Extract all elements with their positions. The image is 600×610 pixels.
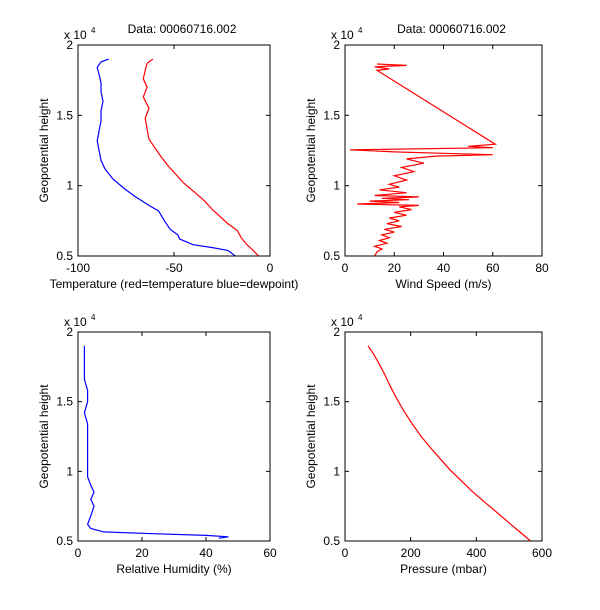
x-tick-label: 0 (75, 546, 82, 560)
y-tick-label: 0.5 (323, 534, 340, 548)
x-tick-label: 40 (199, 546, 213, 560)
y-tick-label: 0.5 (56, 534, 73, 548)
chart-title: Data: 00060716.002 (397, 22, 506, 36)
y-exponent-label: 4 (358, 313, 363, 322)
y-axis-label: Geopotential height (37, 98, 51, 203)
axes-frame (77, 331, 271, 542)
y-tick-label: 2 (333, 38, 340, 52)
y-exponent-label: 4 (91, 313, 96, 322)
y-multiplier-label: x 10 (331, 315, 354, 329)
y-tick-label: 1 (333, 179, 340, 193)
y-tick-label: 1.5 (56, 395, 73, 409)
subplot-1: -100 -50 0 0.5 1 1.5 2x 10 4 Data: 00060716.002 T… (37, 22, 298, 291)
chart-title: Data: 00060716.002 (128, 22, 237, 36)
x-tick-label: 200 (401, 546, 421, 560)
y-tick-label: 1 (66, 179, 73, 193)
x-tick-label: 0 (267, 261, 274, 275)
series-line-2 (96, 58, 236, 257)
x-tick-label: 80 (535, 261, 549, 275)
y-axis-label: Geopotential height (304, 98, 318, 203)
y-tick-label: 2 (66, 325, 73, 339)
y-exponent-label: 4 (358, 26, 363, 35)
subplot-4: 0 200 400 600 0.5 1 1.5 2x 10 4 Pressure (mbar) Ge… (304, 313, 552, 576)
x-tick-label: 600 (532, 546, 552, 560)
series-line-1 (83, 345, 229, 539)
subplot-2: 0 20 40 60 80 0.5 1 1.5 2x 10 4 Data: 00060716.002… (304, 22, 549, 291)
x-tick-label: 20 (388, 261, 402, 275)
axes-frame (77, 44, 271, 257)
x-axis-label: Pressure (mbar) (400, 562, 487, 576)
x-tick-label: 60 (486, 261, 500, 275)
subplot-3: 0 20 40 60 0.5 1 1.5 2x 10 4 Relative Humidity (%… (37, 313, 277, 576)
x-tick-label: -100 (66, 261, 90, 275)
x-axis-label: Wind Speed (m/s) (395, 277, 491, 291)
y-multiplier-label: x 10 (64, 315, 87, 329)
axes-frame (344, 331, 543, 542)
y-tick-label: 1.5 (323, 395, 340, 409)
y-tick-label: 1.5 (323, 108, 340, 122)
x-tick-label: 0 (342, 546, 349, 560)
y-tick-label: 1 (333, 464, 340, 478)
x-tick-label: -50 (165, 261, 183, 275)
series-line-1 (142, 58, 259, 257)
x-tick-label: 60 (263, 546, 277, 560)
series-line-1 (367, 345, 531, 542)
y-multiplier-label: x 10 (64, 28, 87, 42)
y-tick-label: 0.5 (323, 249, 340, 263)
x-tick-label: 400 (466, 546, 486, 560)
y-tick-label: 0.5 (56, 249, 73, 263)
y-tick-label: 2 (66, 38, 73, 52)
x-axis-label: Relative Humidity (%) (116, 562, 231, 576)
y-tick-label: 2 (333, 325, 340, 339)
series-line-1 (349, 63, 498, 257)
x-axis-label: Temperature (red=temperature blue=dewpoi… (50, 277, 299, 291)
y-axis-label: Geopotential height (304, 384, 318, 489)
y-tick-label: 1.5 (56, 108, 73, 122)
y-exponent-label: 4 (91, 26, 96, 35)
x-tick-label: 40 (437, 261, 451, 275)
y-tick-label: 1 (66, 464, 73, 478)
y-multiplier-label: x 10 (331, 28, 354, 42)
x-tick-label: 0 (342, 261, 349, 275)
x-tick-label: 20 (135, 546, 149, 560)
y-axis-label: Geopotential height (37, 384, 51, 489)
